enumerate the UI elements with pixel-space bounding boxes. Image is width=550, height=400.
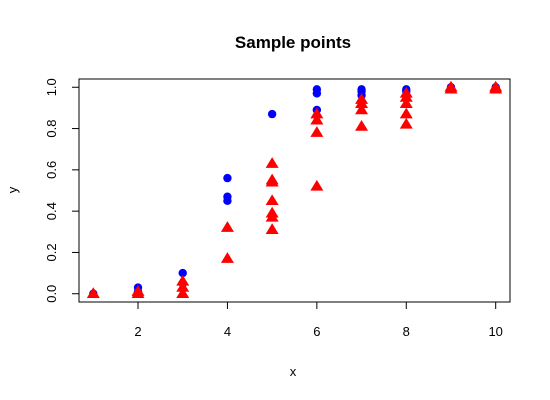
y-tick-label: 0.6: [44, 161, 59, 179]
chart-title: Sample points: [235, 33, 351, 52]
red-point: [355, 119, 369, 131]
blue-point: [312, 89, 322, 98]
x-axis: 2 4 6 8 10: [134, 301, 503, 339]
red-point: [310, 107, 324, 119]
red-point: [265, 175, 279, 187]
red-point: [399, 91, 413, 102]
red-point: [176, 281, 190, 292]
y-axis: 0.0 0.2 0.4 0.6 0.8 1.0: [44, 78, 80, 303]
y-tick-label: 0.2: [44, 243, 59, 261]
red-point: [220, 221, 234, 232]
red-point: [86, 287, 100, 298]
x-tick-label: 6: [313, 324, 320, 339]
x-tick-label: 10: [488, 324, 502, 339]
y-tick-label: 0.0: [44, 285, 59, 303]
x-tick-label: 4: [224, 324, 231, 339]
y-axis-label: y: [5, 186, 20, 193]
blue-point: [223, 173, 232, 183]
red-point: [310, 179, 324, 191]
red-point: [444, 82, 458, 94]
red-point: [265, 223, 279, 234]
red-point: [265, 194, 279, 206]
red-point: [399, 107, 413, 119]
red-point: [399, 97, 413, 109]
red-point: [489, 82, 503, 94]
blue-point: [267, 109, 277, 119]
red-point: [176, 274, 190, 286]
red-point: [131, 285, 145, 296]
red-point: [310, 113, 324, 125]
x-tick-label: 2: [134, 324, 141, 339]
red-point: [355, 97, 369, 109]
red-point: [355, 103, 369, 115]
plot-frame: [78, 78, 511, 303]
red-point: [220, 252, 234, 263]
x-tick-label: 8: [403, 324, 410, 339]
red-point: [310, 126, 324, 137]
data-points: [86, 80, 503, 298]
y-tick-label: 0.8: [44, 120, 59, 138]
red-point: [265, 157, 279, 168]
red-point: [265, 210, 279, 222]
blue-point: [178, 268, 187, 278]
y-tick-label: 0.4: [44, 202, 59, 220]
x-axis-label: x: [290, 364, 297, 379]
red-point: [399, 117, 413, 129]
blue-point: [223, 196, 232, 206]
red-point: [176, 287, 190, 298]
y-tick-label: 1.0: [44, 78, 59, 96]
